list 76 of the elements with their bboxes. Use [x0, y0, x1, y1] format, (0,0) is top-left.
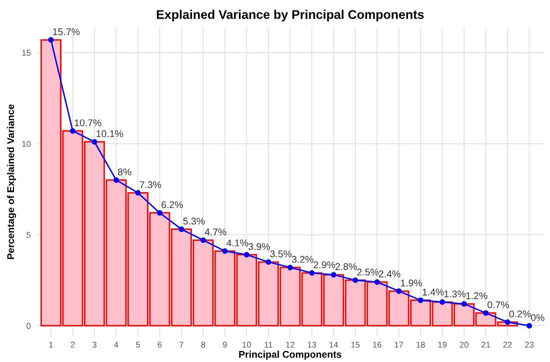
x-tick-label: 18 [416, 342, 425, 348]
x-axis-title: Principal Components [239, 350, 342, 360]
data-label: 5.3% [183, 218, 205, 225]
x-tick-label: 5 [136, 342, 140, 348]
point [287, 264, 293, 270]
x-tick-label: 14 [330, 342, 338, 348]
point [200, 237, 206, 243]
x-tick-label: 2 [70, 342, 75, 348]
data-label: 1.3% [444, 290, 466, 298]
point [440, 299, 446, 305]
point [156, 210, 162, 216]
x-tick-label: 11 [264, 342, 272, 348]
x-tick-label: 1 [49, 342, 53, 348]
x-tick-label: 21 [482, 342, 490, 348]
data-label: 8% [118, 168, 132, 176]
x-tick-label: 12 [286, 342, 294, 348]
data-label: 3.5% [270, 250, 292, 258]
x-tick-label: 20 [460, 342, 468, 348]
data-label: 10.1% [96, 130, 124, 138]
data-label: 2.8% [335, 263, 357, 270]
x-tick-label: 15 [351, 342, 360, 348]
point [504, 319, 510, 325]
data-label: 7.3% [140, 181, 162, 188]
point [135, 190, 141, 196]
point [396, 288, 402, 294]
data-label: 0% [531, 314, 544, 322]
x-tick-label: 7 [180, 342, 184, 348]
point [352, 277, 358, 283]
point [483, 310, 489, 316]
x-tick-label: 8 [201, 342, 206, 348]
point [461, 301, 467, 307]
data-label: 1.2% [466, 292, 488, 300]
data-label: 4.7% [204, 228, 226, 236]
data-label: 15.7% [53, 28, 80, 36]
point [70, 128, 76, 134]
data-label: 6.2% [162, 201, 183, 208]
x-tick-label: 10 [242, 342, 251, 348]
point [418, 297, 424, 304]
data-label: 2.4% [378, 270, 400, 278]
data-label: 0.2% [509, 310, 531, 318]
x-tick-label: 9 [222, 342, 227, 348]
y-tick-label: 5 [26, 232, 31, 238]
y-tick-label: 0 [26, 322, 31, 329]
point [178, 226, 184, 232]
data-label: 0.7% [488, 301, 509, 308]
x-tick-label: 4 [114, 342, 118, 348]
data-label: 2.9% [314, 261, 336, 268]
data-label: 3.2% [292, 256, 314, 263]
x-tick-label: 19 [438, 342, 447, 348]
data-label: 4.1% [226, 240, 248, 246]
data-label: 10.7% [74, 119, 102, 126]
x-tick-label: 17 [394, 342, 404, 348]
x-tick-label: 3 [92, 342, 96, 348]
point [526, 322, 532, 329]
data-label: 3.9% [248, 243, 270, 250]
y-axis-title: Percentage of Explained Variance [6, 104, 16, 260]
x-tick-label: 22 [503, 342, 512, 348]
y-tick-label: 15 [22, 50, 31, 56]
point [330, 272, 336, 278]
data-label: 1.4% [422, 288, 444, 296]
chart-title: Explained Variance by Principal Components [156, 10, 424, 22]
data-label: 1.9% [400, 280, 422, 286]
point [222, 248, 228, 254]
point [113, 177, 119, 183]
point [48, 37, 54, 43]
x-tick-label: 13 [308, 342, 316, 348]
y-tick-label: 10 [22, 140, 31, 147]
point [244, 252, 250, 258]
x-tick-label: 16 [373, 342, 382, 348]
point [374, 279, 380, 285]
point [266, 259, 272, 265]
point [92, 139, 98, 145]
point [309, 270, 315, 276]
data-label: 2.5% [357, 268, 379, 276]
x-tick-label: 6 [158, 342, 162, 348]
x-tick-label: 23 [525, 342, 534, 348]
